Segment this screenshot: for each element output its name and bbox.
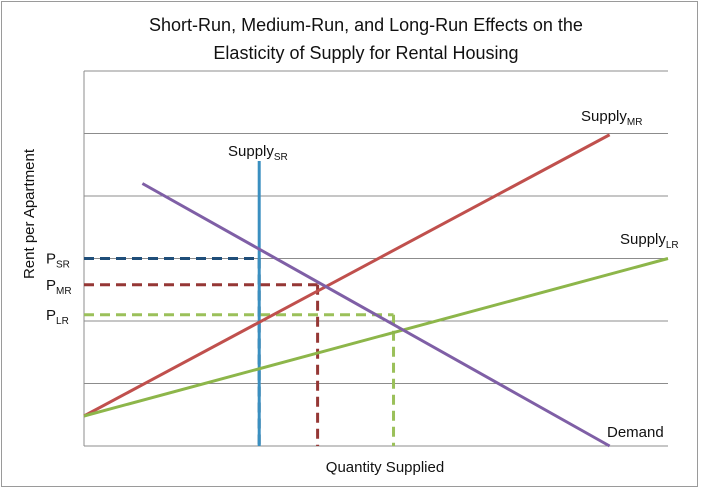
- y-axis-label: Rent per Apartment: [21, 148, 38, 279]
- chart-title-line-1: Short-Run, Medium-Run, and Long-Run Effe…: [149, 15, 583, 35]
- curve-lines: [83, 133, 669, 448]
- gridlines: [84, 70, 668, 384]
- curve-supply-lr: [83, 257, 669, 418]
- price-guide-lines: [84, 257, 396, 446]
- curve-supply-mr: [83, 133, 611, 418]
- curve-label-demand: Demand: [607, 424, 664, 441]
- curve-label-supply-mr: SupplyMR: [581, 108, 642, 128]
- chart-title-line-2: Elasticity of Supply for Rental Housing: [213, 43, 518, 63]
- curve-demand: [141, 182, 611, 448]
- curve-labels: PSR PMR PLR SupplySR SupplyMR SupplyLR Demand: [46, 108, 679, 441]
- price-label-mr: PMR: [46, 277, 72, 297]
- curve-label-supply-sr: SupplySR: [228, 143, 288, 163]
- price-label-sr: PSR: [46, 251, 70, 271]
- curve-label-supply-lr: SupplyLR: [620, 231, 679, 251]
- price-label-lr: PLR: [46, 307, 69, 327]
- x-axis-label: Quantity Supplied: [326, 459, 444, 476]
